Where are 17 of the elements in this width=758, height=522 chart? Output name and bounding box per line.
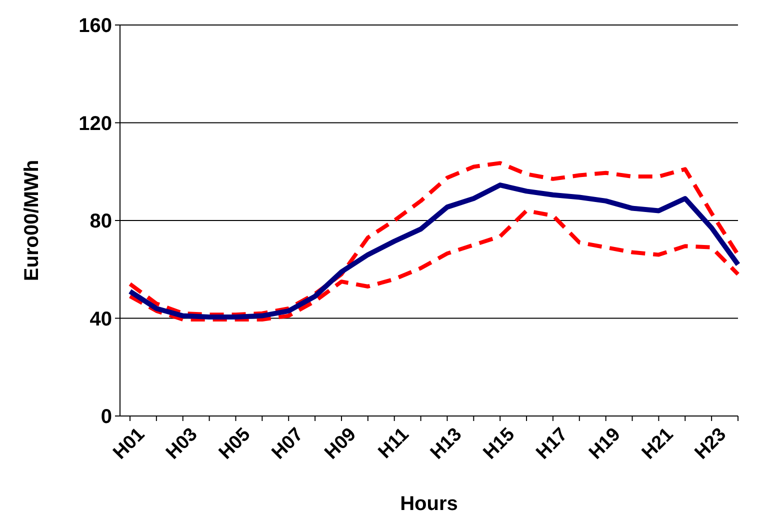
y-tick-label: 160: [78, 15, 112, 37]
x-tick-label: H19: [585, 424, 625, 464]
y-tick-label: 120: [78, 112, 112, 135]
x-tick-label: H11: [374, 424, 414, 463]
y-tick-label: 40: [90, 308, 112, 330]
x-tick-label: H01: [109, 424, 150, 464]
x-tick-label: H23: [691, 424, 731, 464]
line-series: [128, 161, 740, 317]
line-series: [128, 208, 740, 322]
y-axis-title: Euro00/MWh: [21, 160, 43, 282]
x-axis-title: Hours: [400, 493, 458, 515]
x-tick-label: H13: [426, 424, 466, 464]
x-tick-label: H03: [162, 424, 202, 464]
y-tick-label: 0: [100, 406, 112, 428]
y-tick-label: 80: [90, 210, 112, 232]
x-tick-label: H09: [320, 424, 360, 464]
x-tick-label: H21: [638, 424, 678, 464]
